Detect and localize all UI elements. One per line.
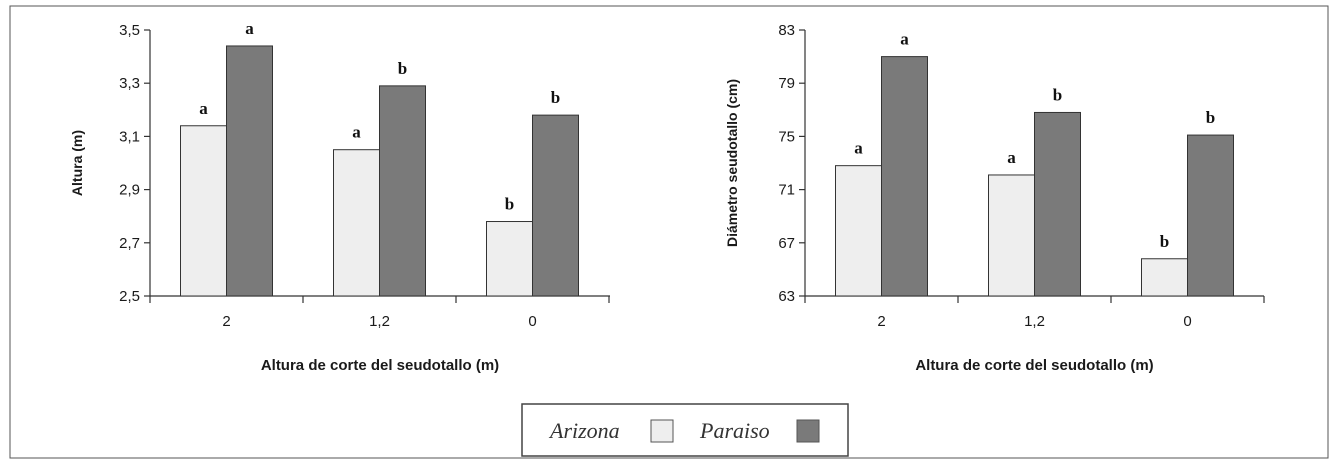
significance-label: a — [854, 139, 863, 158]
bar-arizona — [835, 165, 882, 297]
y-tick-label: 63 — [778, 288, 795, 305]
y-tick-label: 79 — [778, 75, 795, 92]
chart-altura: 2,5 2,7 2,9 3,1 3,3 3,5 2 a a 1,2 a b 0 b b Altura de c… — [69, 19, 610, 374]
bar-paraiso — [881, 56, 928, 297]
legend-label-arizona: Arizona — [548, 418, 620, 443]
x-tick-label: 2 — [877, 313, 885, 330]
significance-label: a — [900, 30, 909, 49]
x-tick-label: 2 — [222, 313, 230, 330]
y-tick-label: 67 — [778, 235, 795, 252]
x-tick-label: 1,2 — [1024, 313, 1045, 330]
y-tick-label: 75 — [778, 128, 795, 145]
significance-label: a — [199, 99, 208, 118]
x-tick-label: 0 — [1183, 313, 1191, 330]
significance-label: b — [505, 195, 514, 214]
chart-diametro: 63 67 71 75 79 83 2 a a 1,2 a b 0 b b Altura de corte d… — [724, 22, 1265, 374]
legend: Arizona Paraiso — [521, 403, 849, 457]
bar-paraiso — [1187, 134, 1234, 297]
y-tick-label: 3,3 — [119, 75, 140, 92]
x-tick-label: 1,2 — [369, 313, 390, 330]
legend-box — [521, 403, 849, 457]
significance-label: b — [1206, 108, 1215, 127]
bar-arizona — [486, 221, 533, 297]
legend-swatch-arizona — [650, 419, 674, 443]
significance-label: b — [1053, 85, 1062, 104]
bar-paraiso — [532, 114, 579, 297]
y-tick-label: 3,5 — [119, 22, 140, 39]
x-axis-title: Altura de corte del seudotallo (m) — [261, 357, 499, 374]
y-tick-label: 3,1 — [119, 128, 140, 145]
significance-label: b — [398, 59, 407, 78]
significance-label: a — [352, 123, 361, 142]
significance-label: b — [551, 88, 560, 107]
significance-label: a — [1007, 148, 1016, 167]
y-tick-label: 2,5 — [119, 288, 140, 305]
legend-swatch-paraiso — [796, 419, 820, 443]
y-axis-title: Diámetro seudotallo (cm) — [724, 79, 740, 247]
y-tick-label: 2,7 — [119, 235, 140, 252]
bar-paraiso — [226, 45, 273, 297]
bar-arizona — [180, 125, 227, 297]
y-tick-label: 2,9 — [119, 182, 140, 199]
y-axis-title: Altura (m) — [69, 130, 85, 196]
x-axis-title: Altura de corte del seudotallo (m) — [915, 357, 1153, 374]
significance-label: a — [245, 19, 254, 38]
y-tick-label: 71 — [778, 182, 795, 199]
bar-paraiso — [1034, 111, 1081, 297]
bar-arizona — [1141, 258, 1188, 297]
y-tick-label: 83 — [778, 22, 795, 39]
legend-label-paraiso: Paraiso — [699, 418, 770, 443]
bar-arizona — [333, 149, 380, 297]
x-tick-label: 0 — [528, 313, 536, 330]
bar-arizona — [988, 174, 1035, 297]
bar-paraiso — [379, 85, 426, 297]
significance-label: b — [1160, 232, 1169, 251]
